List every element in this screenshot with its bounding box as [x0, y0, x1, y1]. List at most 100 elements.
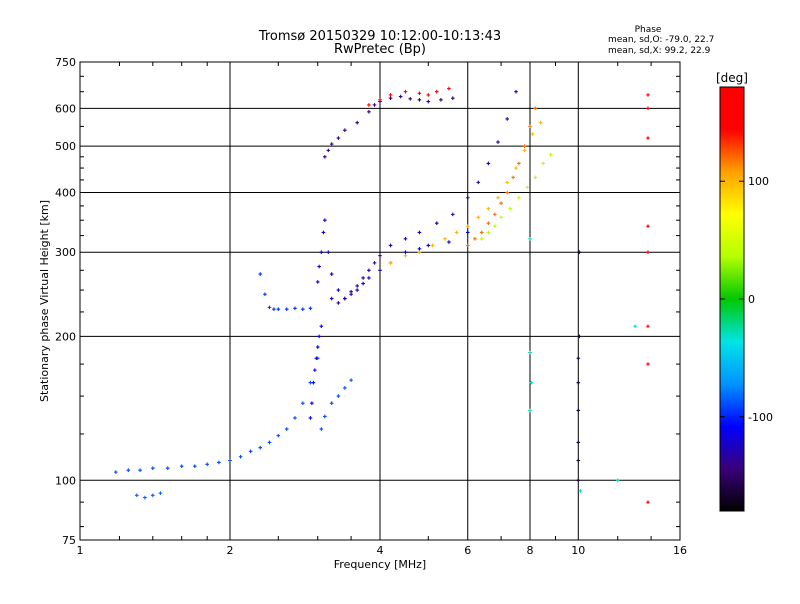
- data-point: [533, 106, 538, 111]
- x-tick-label: 8: [527, 544, 534, 557]
- data-point: [522, 144, 527, 148]
- stats-line-o: mean, sd,O: -79.0, 22.7: [608, 35, 714, 45]
- x-tick-label: 6: [464, 544, 471, 557]
- data-point: [465, 230, 470, 235]
- data-point: [336, 136, 341, 140]
- data-point: [293, 416, 297, 420]
- data-point: [321, 230, 326, 235]
- data-point: [367, 103, 371, 107]
- data-point: [517, 195, 521, 200]
- data-point: [408, 97, 413, 101]
- data-point: [343, 386, 347, 390]
- data-point: [276, 307, 281, 311]
- data-point: [426, 99, 431, 104]
- data-point: [403, 250, 408, 255]
- data-point: [329, 142, 334, 146]
- data-point: [517, 161, 521, 166]
- x-tick-label: 4: [377, 544, 384, 557]
- data-point: [476, 215, 481, 220]
- data-point: [476, 180, 481, 185]
- chart-subtitle: RwPretec (Bp): [334, 42, 426, 57]
- data-point: [505, 180, 509, 185]
- data-point: [367, 110, 371, 114]
- data-point: [319, 427, 324, 431]
- data-point: [447, 86, 451, 91]
- data-point: [505, 117, 509, 121]
- data-point: [205, 462, 209, 467]
- data-point: [465, 195, 470, 200]
- data-point: [388, 96, 393, 100]
- data-point: [336, 288, 341, 292]
- y-axis-label: Stationary phase Virtual Height [km]: [38, 200, 51, 402]
- data-point: [528, 237, 532, 241]
- data-point: [576, 408, 581, 413]
- data-point: [311, 380, 316, 385]
- data-point: [646, 362, 650, 366]
- data-point: [533, 175, 538, 180]
- y-tick-label: 300: [55, 246, 76, 259]
- data-point: [361, 281, 365, 286]
- data-point: [615, 478, 620, 483]
- data-point: [314, 356, 319, 361]
- data-point: [417, 250, 422, 255]
- data-point: [486, 161, 491, 166]
- data-point: [403, 253, 408, 258]
- data-point: [301, 401, 305, 405]
- data-point: [528, 350, 532, 355]
- x-tick-label: 1: [77, 544, 84, 557]
- data-point: [349, 289, 353, 294]
- data-point: [577, 334, 582, 339]
- x-tick-label: 2: [227, 544, 234, 557]
- y-tick-label: 600: [55, 102, 76, 115]
- data-point: [576, 458, 581, 463]
- x-tick-label: 10: [571, 544, 585, 557]
- data-point: [326, 250, 331, 255]
- data-point: [417, 91, 422, 96]
- data-point: [158, 491, 163, 495]
- data-point: [403, 237, 408, 241]
- data-point: [138, 468, 142, 472]
- data-point: [646, 250, 650, 255]
- data-point: [319, 250, 324, 255]
- colorbar-label: [deg]: [716, 71, 748, 85]
- data-point: [417, 98, 422, 102]
- data-point: [646, 93, 650, 97]
- data-point: [293, 306, 297, 311]
- data-point: [228, 458, 232, 463]
- data-point: [355, 120, 359, 125]
- data-point: [378, 253, 382, 258]
- data-point: [134, 493, 139, 498]
- data-point: [434, 89, 439, 94]
- data-point: [522, 148, 527, 153]
- data-point: [525, 185, 530, 190]
- y-tick-label: 100: [55, 474, 76, 487]
- y-tick-label: 75: [62, 534, 76, 547]
- data-point: [465, 224, 470, 229]
- data-point: [308, 416, 313, 420]
- axis-ticks: [80, 62, 680, 540]
- data-point: [217, 460, 221, 465]
- data-point: [372, 261, 377, 265]
- data-point: [454, 230, 459, 235]
- data-point: [323, 218, 327, 223]
- data-point: [263, 292, 267, 297]
- data-point: [258, 445, 263, 450]
- data-point: [479, 230, 484, 235]
- grid-lines: [80, 62, 680, 540]
- data-point: [114, 470, 118, 474]
- y-tick-label: 500: [55, 140, 76, 153]
- data-point: [486, 206, 491, 211]
- data-point: [646, 500, 650, 504]
- data-point: [398, 94, 403, 99]
- data-point: [315, 280, 320, 284]
- data-point: [508, 206, 512, 211]
- data-point: [479, 237, 484, 241]
- data-point: [308, 306, 313, 311]
- data-point: [258, 272, 263, 276]
- data-point: [336, 394, 341, 398]
- data-point: [576, 380, 581, 385]
- data-point: [388, 93, 393, 97]
- data-point: [417, 246, 422, 251]
- data-point: [248, 449, 253, 454]
